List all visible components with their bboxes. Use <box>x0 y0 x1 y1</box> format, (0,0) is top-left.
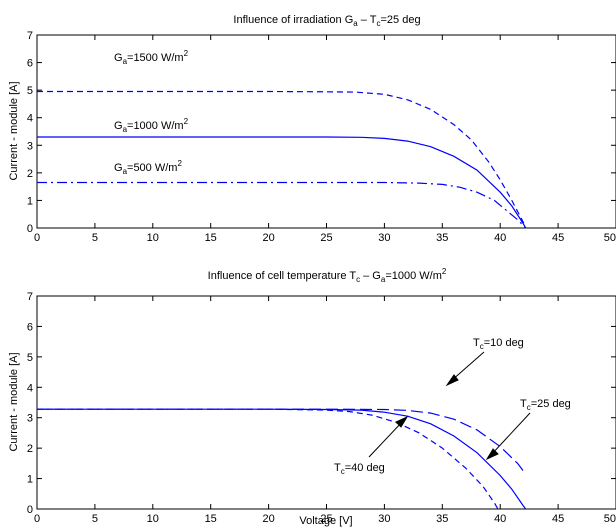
annotation-g500: Ga=500 W/m2 <box>114 159 182 176</box>
y-tick-label: 1 <box>27 195 33 207</box>
x-tick-label: 10 <box>147 513 159 525</box>
series-line-3 <box>37 181 527 229</box>
x-tick-label: 35 <box>436 232 448 244</box>
series-line-2 <box>37 136 527 229</box>
x-tick-label: 0 <box>34 513 40 525</box>
y-tick-label: 0 <box>27 504 33 516</box>
x-tick-label: 20 <box>262 232 274 244</box>
x-tick-label: 35 <box>436 513 448 525</box>
series-line-3 <box>37 408 499 510</box>
y-tick-label: 4 <box>27 382 33 394</box>
chart-title: Influence of cell temperature Tc – Ga=10… <box>208 267 447 284</box>
x-tick-label: 20 <box>262 513 274 525</box>
annotation-g1000: Ga=1000 W/m2 <box>114 117 189 134</box>
x-tick-label: 15 <box>205 513 217 525</box>
x-tick-label: 25 <box>320 513 332 525</box>
arrow-t25 <box>490 412 531 456</box>
y-tick-label: 4 <box>27 113 33 125</box>
y-axis-label: Current - module [A] <box>8 352 20 451</box>
y-tick-label: 7 <box>27 30 33 42</box>
chart-title: Influence of irradiation Ga – Tc=25 deg <box>233 14 420 28</box>
arrow-t40 <box>368 420 404 458</box>
annotation-t25: Tc=25 deg <box>520 398 571 412</box>
x-tick-label: 40 <box>494 513 506 525</box>
x-tick-label: 0 <box>34 232 40 244</box>
x-tick-label: 30 <box>378 232 390 244</box>
x-tick-label: 10 <box>147 232 159 244</box>
arrow-t10 <box>450 351 485 382</box>
annotation-arrows <box>368 351 531 461</box>
y-tick-label: 0 <box>27 223 33 235</box>
y-tick-label: 5 <box>27 85 33 97</box>
y-tick-label: 6 <box>27 58 33 70</box>
y-tick-label: 3 <box>27 413 33 425</box>
annotation-g1500: Ga=1500 W/m2 <box>114 49 189 66</box>
x-tick-label: 15 <box>205 232 217 244</box>
chart-temperature: Influence of cell temperature Tc – Ga=10… <box>8 267 616 527</box>
arrowhead-t40 <box>395 415 409 428</box>
y-tick-label: 7 <box>27 291 33 303</box>
series-group <box>37 408 527 510</box>
y-tick-label: 2 <box>27 168 33 180</box>
annotation-t10: Tc=10 deg <box>473 337 524 351</box>
x-tick-label: 5 <box>92 513 98 525</box>
y-tick-label: 2 <box>27 443 33 455</box>
y-tick-label: 6 <box>27 321 33 333</box>
annotation-t40: Tc=40 deg <box>334 462 385 476</box>
series-line-2 <box>37 408 527 510</box>
x-tick-label: 50 <box>604 232 616 244</box>
x-tick-label: 40 <box>494 232 506 244</box>
series-group <box>37 90 527 229</box>
x-tick-label: 45 <box>552 513 564 525</box>
x-tick-label: 25 <box>320 232 332 244</box>
x-tick-label: 50 <box>604 513 616 525</box>
chart-irradiation: Influence of irradiation Ga – Tc=25 deg … <box>8 14 616 244</box>
y-axis-label: Current - module [A] <box>8 81 20 180</box>
x-axis-label: Voltage [V] <box>299 515 352 527</box>
x-tick-label: 5 <box>92 232 98 244</box>
y-tick-label: 1 <box>27 474 33 486</box>
y-tick-label: 5 <box>27 352 33 364</box>
series-line-1 <box>37 408 527 475</box>
arrowhead-t25 <box>485 448 499 461</box>
arrowhead-t10 <box>445 374 459 387</box>
x-tick-label: 30 <box>378 513 390 525</box>
y-tick-label: 3 <box>27 140 33 152</box>
series-line-1 <box>37 90 527 229</box>
x-tick-label: 45 <box>552 232 564 244</box>
